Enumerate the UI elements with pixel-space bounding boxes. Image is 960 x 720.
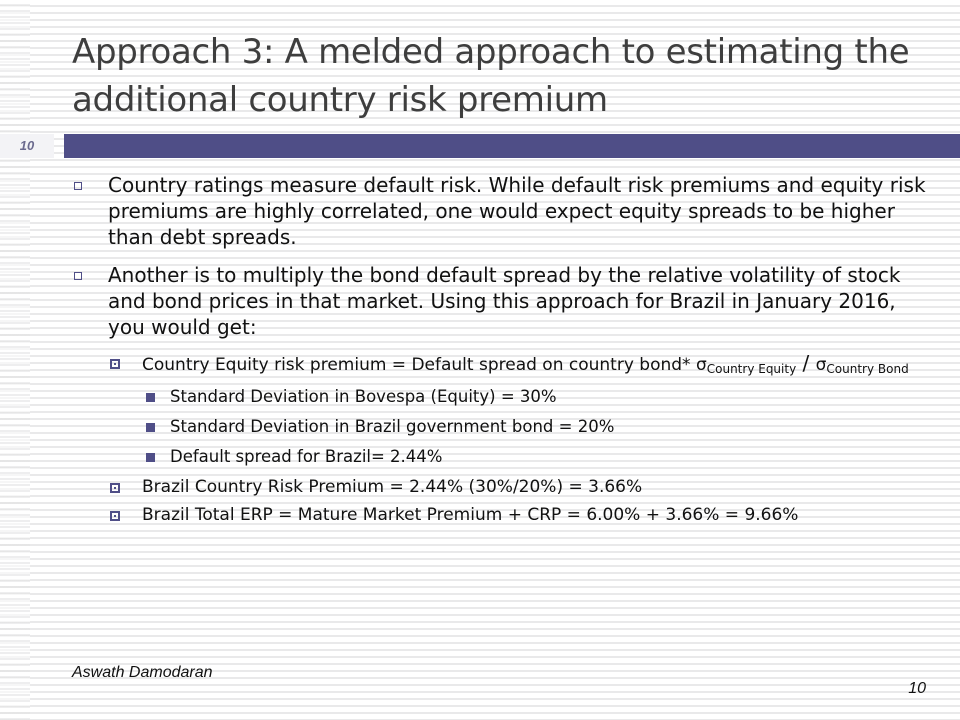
slide-title: Approach 3: A melded approach to estimat… bbox=[72, 32, 910, 120]
formula-subscript: Country Bond bbox=[826, 362, 909, 376]
bullet-item: Another is to multiply the bond default … bbox=[72, 262, 932, 340]
detail-text: Standard Deviation in Brazil government … bbox=[170, 417, 615, 436]
footer-author: Aswath Damodaran bbox=[72, 664, 213, 681]
square-bullet-icon bbox=[110, 359, 120, 369]
formula-subscript: Country Equity bbox=[706, 362, 797, 376]
crp-text: Brazil Country Risk Premium = 2.44% (30%… bbox=[142, 477, 643, 497]
left-stripe-decoration bbox=[0, 0, 30, 720]
bullet-item: Country ratings measure default risk. Wh… bbox=[72, 172, 932, 250]
hollow-square-bullet-icon bbox=[74, 182, 82, 190]
title-divider-bar: 10 bbox=[0, 134, 960, 158]
divider-fill bbox=[64, 134, 960, 158]
sigma-symbol: σ bbox=[695, 355, 707, 375]
sub-bullet-item: Brazil Total ERP = Mature Market Premium… bbox=[72, 504, 932, 526]
formula-slash: / bbox=[796, 351, 816, 375]
footer-page-number: 10 bbox=[908, 680, 926, 697]
square-bullet-icon bbox=[110, 511, 120, 521]
detail-item: Standard Deviation in Brazil government … bbox=[72, 416, 932, 438]
formula-lead: Country Equity risk premium = Default sp… bbox=[142, 355, 696, 375]
sigma-symbol: σ bbox=[815, 355, 827, 375]
detail-item: Standard Deviation in Bovespa (Equity) =… bbox=[72, 386, 932, 408]
erp-text: Brazil Total ERP = Mature Market Premium… bbox=[142, 505, 799, 525]
filled-square-bullet-icon bbox=[146, 453, 155, 462]
bullet-text: Country ratings measure default risk. Wh… bbox=[108, 173, 926, 249]
bullet-text: Another is to multiply the bond default … bbox=[108, 263, 901, 339]
hollow-square-bullet-icon bbox=[74, 272, 82, 280]
sub-bullet-item: Country Equity risk premium = Default sp… bbox=[72, 352, 932, 380]
square-bullet-icon bbox=[110, 483, 120, 493]
filled-square-bullet-icon bbox=[146, 393, 155, 402]
slide-number-badge: 10 bbox=[0, 134, 54, 158]
detail-text: Default spread for Brazil= 2.44% bbox=[170, 447, 443, 466]
slide-body: Country ratings measure default risk. Wh… bbox=[72, 172, 932, 532]
detail-text: Standard Deviation in Bovespa (Equity) =… bbox=[170, 387, 557, 406]
detail-item: Default spread for Brazil= 2.44% bbox=[72, 446, 932, 468]
sub-bullet-item: Brazil Country Risk Premium = 2.44% (30%… bbox=[72, 476, 932, 498]
filled-square-bullet-icon bbox=[146, 423, 155, 432]
